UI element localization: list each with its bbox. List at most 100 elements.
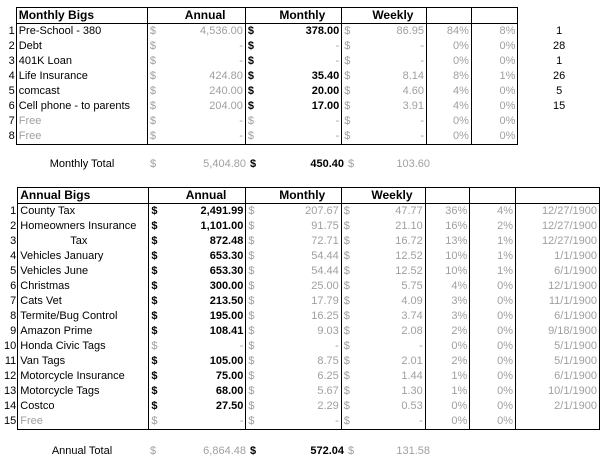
percent-of-income[interactable]: 0%	[469, 384, 517, 399]
weekly-value[interactable]: -	[359, 114, 427, 129]
percent-of-total[interactable]: 0%	[425, 399, 471, 414]
percent-of-income[interactable]: 0%	[469, 339, 517, 354]
percent-of-income[interactable]: 2%	[469, 219, 517, 234]
annual-value[interactable]: 653.30	[166, 249, 247, 264]
percent-of-total[interactable]: 13%	[425, 234, 471, 249]
item-name[interactable]: Termite/Bug Control	[17, 309, 150, 324]
due-day[interactable]	[518, 114, 600, 129]
item-name[interactable]: Motorcycle Insurance	[17, 369, 150, 384]
percent-of-total[interactable]: 3%	[425, 309, 471, 324]
monthly-value[interactable]: 5.67	[263, 384, 342, 399]
percent-of-income[interactable]: 0%	[469, 279, 517, 294]
percent-of-income[interactable]: 1%	[469, 249, 517, 264]
annual-value[interactable]: 4,536.00	[165, 23, 246, 39]
percent-of-total[interactable]: 1%	[425, 384, 471, 399]
monthly-value[interactable]: 378.00	[263, 23, 343, 39]
percent-of-total[interactable]: 4%	[426, 84, 472, 99]
percent-of-income[interactable]: 0%	[471, 84, 519, 99]
monthly-value[interactable]: 72.71	[263, 234, 342, 249]
annual-annual-header[interactable]: Annual	[166, 187, 247, 204]
annual-total-weekly[interactable]: 131.58	[396, 445, 430, 457]
annual-total-monthly[interactable]: 572.04	[310, 445, 344, 457]
weekly-value[interactable]: -	[359, 39, 427, 54]
annual-value[interactable]: -	[165, 114, 246, 129]
due-day[interactable]: 1	[556, 24, 563, 37]
weekly-value[interactable]: 5.75	[359, 279, 426, 294]
percent-of-income[interactable]: 0%	[469, 399, 517, 414]
item-name[interactable]: comcast	[15, 84, 148, 99]
monthly-bigs-title[interactable]: Monthly Bigs	[15, 7, 148, 24]
item-name[interactable]: County Tax	[17, 203, 150, 219]
percent-of-income[interactable]: 0%	[471, 129, 519, 145]
monthly-value[interactable]: 17.79	[263, 294, 342, 309]
due-date[interactable]: 6/1/1900	[515, 309, 600, 324]
due-date[interactable]: 12/1/1900	[515, 279, 600, 294]
percent-of-income[interactable]: 0%	[469, 324, 517, 339]
item-name[interactable]: Vehicles June	[17, 264, 150, 279]
due-date[interactable]: 10/1/1900	[515, 384, 600, 399]
monthly-value[interactable]: 8.75	[263, 354, 342, 369]
due-date[interactable]: 5/1/1900	[515, 339, 600, 354]
percent-of-total[interactable]: 8%	[426, 69, 472, 84]
percent-of-total[interactable]: 4%	[426, 99, 472, 114]
item-name[interactable]: Motorcycle Tags	[17, 384, 150, 399]
annual-monthly-header[interactable]: Monthly	[263, 187, 342, 204]
monthly-value[interactable]: 9.03	[263, 324, 342, 339]
weekly-value[interactable]: 1.44	[359, 369, 426, 384]
weekly-value[interactable]: -	[359, 414, 426, 430]
percent-of-total[interactable]: 1%	[425, 369, 471, 384]
weekly-value[interactable]: 2.01	[359, 354, 426, 369]
percent-of-total[interactable]: 4%	[425, 279, 471, 294]
weekly-value[interactable]: 0.53	[359, 399, 426, 414]
percent-of-income[interactable]: 0%	[469, 294, 517, 309]
monthly-total-weekly[interactable]: 103.60	[396, 158, 430, 170]
due-date[interactable]: 12/27/1900	[515, 219, 600, 234]
monthly-total-label[interactable]: Monthly Total	[49, 158, 115, 170]
due-date[interactable]: 9/18/1900	[515, 324, 600, 339]
monthly-annual-header[interactable]: Annual	[165, 7, 246, 24]
percent-of-total[interactable]: 0%	[426, 129, 472, 145]
percent-of-income[interactable]: 1%	[471, 69, 519, 84]
monthly-value[interactable]: 17.00	[263, 99, 343, 114]
percent-of-total[interactable]: 0%	[425, 414, 471, 430]
annual-value[interactable]: 872.48	[166, 234, 247, 249]
monthly-value[interactable]: 25.00	[263, 279, 342, 294]
item-name[interactable]: Honda Civic Tags	[17, 339, 150, 354]
annual-value[interactable]: -	[166, 339, 247, 354]
annual-weekly-header[interactable]: Weekly	[359, 187, 426, 204]
due-date[interactable]: 12/27/1900	[515, 234, 600, 249]
due-day[interactable]: 5	[556, 85, 563, 97]
percent-of-income[interactable]: 0%	[469, 414, 517, 430]
monthly-total-annual[interactable]: 5,404.80	[203, 158, 246, 170]
annual-value[interactable]: 1,101.00	[166, 219, 247, 234]
due-day[interactable]: 26	[553, 70, 566, 82]
weekly-value[interactable]: 12.52	[359, 249, 426, 264]
monthly-value[interactable]: -	[263, 129, 343, 145]
monthly-value[interactable]: 16.25	[263, 309, 342, 324]
item-name[interactable]: Life Insurance	[15, 69, 148, 84]
due-day[interactable]: 28	[553, 40, 566, 52]
due-day[interactable]: 1	[556, 55, 563, 67]
monthly-value[interactable]: 6.25	[263, 369, 342, 384]
monthly-weekly-header[interactable]: Weekly	[359, 7, 427, 24]
item-name[interactable]: Van Tags	[17, 354, 150, 369]
percent-of-income[interactable]: 0%	[469, 369, 517, 384]
percent-of-income[interactable]: 0%	[471, 39, 519, 54]
monthly-value[interactable]: -	[263, 54, 343, 69]
item-name[interactable]: Free	[15, 114, 148, 129]
percent-of-income[interactable]: 0%	[471, 54, 519, 69]
monthly-value[interactable]: -	[263, 39, 343, 54]
percent-of-total[interactable]: 10%	[425, 249, 471, 264]
percent-of-total[interactable]: 2%	[425, 354, 471, 369]
percent-of-income[interactable]: 4%	[469, 203, 517, 219]
monthly-value[interactable]: 54.44	[263, 264, 342, 279]
annual-value[interactable]: 300.00	[166, 279, 247, 294]
annual-value[interactable]: 68.00	[166, 384, 247, 399]
percent-of-income[interactable]: 0%	[469, 309, 517, 324]
weekly-value[interactable]: 3.91	[359, 99, 427, 114]
percent-of-income[interactable]: 1%	[469, 234, 517, 249]
item-name[interactable]: Free	[15, 129, 148, 145]
percent-of-total[interactable]: 0%	[426, 114, 472, 129]
percent-of-total[interactable]: 0%	[425, 339, 471, 354]
weekly-value[interactable]: 86.95	[359, 23, 427, 39]
